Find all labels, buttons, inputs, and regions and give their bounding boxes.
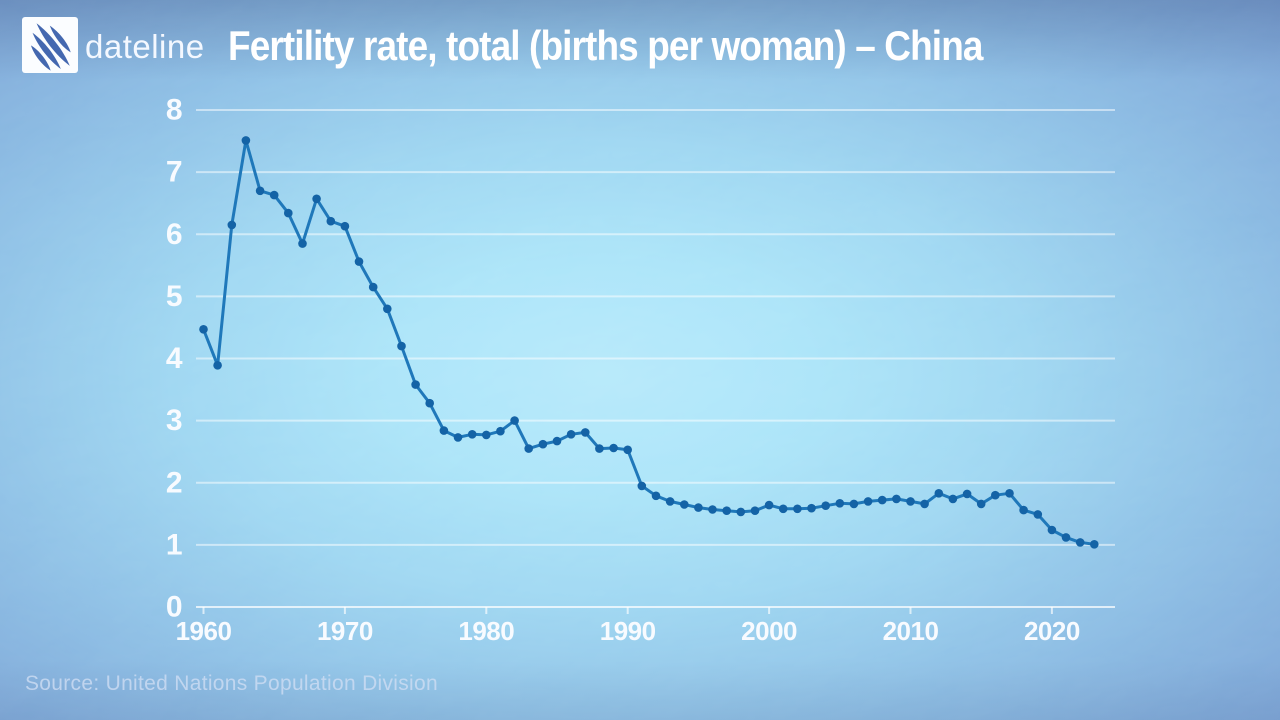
x-tick-label: 2000	[741, 616, 797, 646]
sbs-logo	[22, 17, 78, 73]
data-point	[609, 443, 618, 453]
data-point	[269, 190, 279, 200]
data-point	[821, 501, 830, 511]
data-point	[807, 503, 816, 513]
x-tick-label: 1990	[600, 616, 656, 646]
sbs-mercury-icon	[30, 23, 71, 71]
y-tick-label: 7	[166, 156, 182, 189]
y-tick-label: 3	[166, 404, 182, 437]
data-point	[863, 497, 873, 506]
brand-dateline: dateline	[85, 28, 205, 65]
data-point	[1047, 525, 1057, 535]
data-point	[439, 426, 449, 435]
data-point	[340, 221, 350, 231]
x-tick-label: 1970	[317, 616, 373, 646]
data-point	[411, 380, 420, 389]
data-point	[1019, 505, 1028, 515]
data-point	[934, 489, 944, 498]
data-point	[1033, 510, 1043, 519]
data-point	[680, 500, 689, 509]
data-point	[920, 499, 929, 509]
data-point	[892, 494, 901, 504]
data-point	[538, 439, 548, 449]
data-point	[453, 433, 463, 442]
data-point	[750, 506, 760, 515]
data-point	[708, 505, 717, 514]
data-point	[623, 445, 632, 455]
data-point	[1075, 538, 1085, 547]
data-point	[581, 428, 590, 437]
data-point	[227, 220, 237, 230]
data-point	[524, 444, 533, 453]
data-point	[496, 426, 505, 436]
data-point	[793, 504, 802, 514]
y-tick-label: 8	[166, 94, 182, 127]
source-caption: Source: United Nations Population Divisi…	[25, 672, 438, 695]
data-point	[1090, 540, 1099, 549]
data-point	[991, 490, 1000, 500]
data-point	[298, 239, 307, 248]
y-tick-label: 6	[166, 218, 182, 251]
data-point	[976, 499, 986, 509]
data-point	[213, 361, 222, 370]
data-point	[383, 304, 392, 314]
data-point	[326, 216, 336, 226]
data-point	[778, 504, 788, 514]
data-point	[354, 257, 364, 266]
data-point	[255, 186, 265, 196]
x-tick-label: 1960	[176, 616, 232, 646]
data-point	[467, 430, 477, 439]
data-point	[312, 194, 321, 204]
data-point	[849, 499, 859, 509]
data-point	[1005, 489, 1014, 498]
data-point	[948, 494, 958, 504]
data-point	[877, 495, 887, 505]
data-point	[241, 136, 251, 145]
chart-title: Fertility rate, total (births per woman)…	[228, 22, 983, 69]
y-tick-label: 5	[166, 280, 182, 313]
data-point	[694, 503, 703, 512]
y-tick-label: 4	[166, 342, 183, 375]
data-point	[736, 507, 746, 517]
data-point	[651, 491, 661, 501]
data-point	[425, 398, 435, 408]
data-point	[566, 430, 576, 439]
data-point	[637, 481, 647, 491]
data-point	[397, 341, 406, 351]
x-tick-label: 1980	[458, 616, 514, 646]
data-point	[1061, 533, 1071, 542]
data-point	[764, 500, 774, 510]
data-point	[368, 282, 378, 292]
y-tick-label: 1	[166, 528, 182, 561]
data-point	[482, 430, 491, 440]
data-point	[552, 436, 562, 446]
y-tick-label: 2	[166, 466, 182, 499]
data-point	[835, 499, 845, 508]
data-point	[284, 208, 293, 218]
x-tick-label: 2010	[883, 616, 939, 646]
data-point	[199, 325, 208, 334]
x-tick-label: 2020	[1024, 616, 1080, 646]
data-point	[665, 497, 675, 506]
data-point	[722, 506, 731, 515]
data-point	[595, 444, 604, 453]
data-point	[962, 489, 972, 499]
data-point	[510, 416, 519, 425]
data-point	[906, 497, 915, 506]
